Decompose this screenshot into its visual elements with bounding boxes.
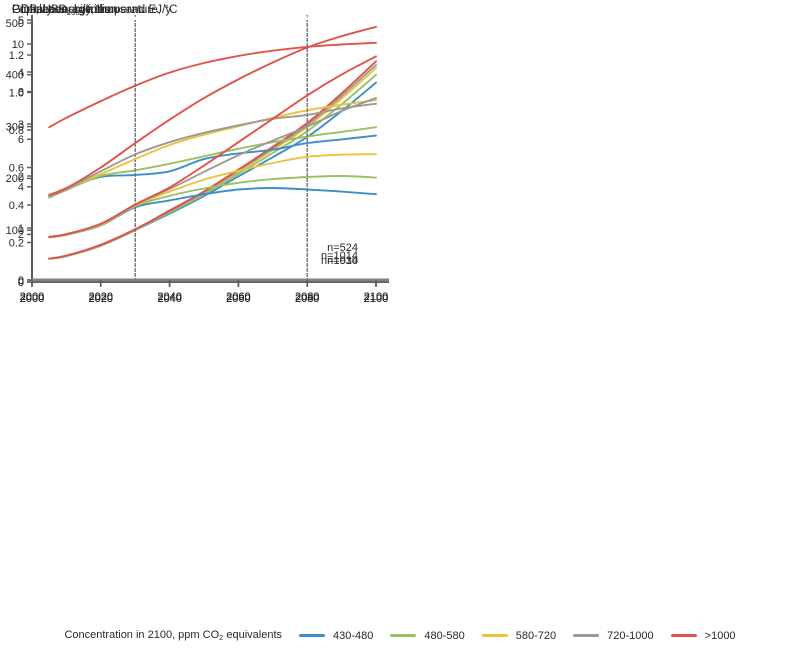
primary-energy-chart: Primary energy, thousand EJ/y 0 0.2 0.4 0.6… (0, 0, 400, 302)
svg-text:2040: 2040 (157, 291, 181, 302)
sample-count-badge: n=930 (327, 255, 358, 267)
svg-text:8: 8 (18, 86, 24, 98)
legend-item: 430-480 (299, 630, 373, 642)
svg-text:2080: 2080 (295, 291, 319, 302)
legend-swatch-gray (573, 634, 600, 637)
title-text: trillion (83, 4, 118, 16)
svg-text:2: 2 (18, 229, 24, 241)
svg-text:2040: 2040 (157, 291, 181, 302)
legend-item: 580-720 (481, 629, 557, 642)
legend-item: 720-1000 (573, 630, 654, 642)
sample-count-badge: n=1014 (320, 250, 358, 262)
svg-text:2000: 2000 (20, 293, 44, 305)
legend-title-subscript: 2 (219, 633, 224, 642)
svg-text:2020: 2020 (89, 293, 113, 305)
legend-swatch-yellow (481, 634, 508, 637)
svg-text:400: 400 (6, 70, 24, 82)
title-text: GDP, USD (12, 4, 67, 16)
title-text: Global average temperature, °C (12, 4, 178, 16)
sample-count-badge: n=524 (327, 242, 358, 254)
svg-text:6: 6 (18, 134, 24, 146)
svg-text:0: 0 (18, 275, 24, 287)
svg-text:2060: 2060 (226, 293, 250, 305)
gdp-chart: GDP, USD2005 trillion 0 100 200 300 400 500 20… (0, 0, 400, 320)
svg-text:0.6: 0.6 (9, 162, 24, 174)
chart-title: Global average temperature, °C (12, 4, 178, 17)
sample-count-badge: n=1014 (320, 255, 358, 267)
legend-title-text: Concentration in 2100, ppm CO (64, 629, 220, 641)
svg-text:2020: 2020 (89, 293, 113, 305)
svg-text:10: 10 (12, 39, 24, 51)
svg-text:0.8: 0.8 (9, 125, 24, 137)
svg-text:2060: 2060 (226, 291, 250, 302)
svg-text:5: 5 (18, 15, 24, 27)
svg-text:2100: 2100 (364, 293, 388, 305)
svg-text:2: 2 (18, 171, 24, 183)
svg-text:0.2: 0.2 (9, 237, 24, 249)
svg-text:1.0: 1.0 (9, 87, 24, 99)
svg-text:2080: 2080 (295, 291, 319, 302)
legend-swatch-blue (299, 634, 326, 637)
title-subscript: 2005 (66, 8, 84, 17)
legend-item: 480-580 (390, 629, 465, 642)
legend-swatch-red (670, 634, 697, 637)
svg-text:4: 4 (18, 182, 24, 194)
chart-title: Population, billions (12, 4, 110, 17)
legend-swatch-green (390, 634, 417, 637)
legend-item: >1000 (670, 629, 736, 642)
svg-text:3: 3 (18, 119, 24, 131)
svg-text:0: 0 (18, 275, 24, 287)
svg-text:100: 100 (6, 225, 24, 237)
svg-text:300: 300 (6, 121, 24, 133)
legend: Concentration in 2100, ppm CO2 equivalen… (0, 629, 800, 642)
svg-text:2040: 2040 (157, 293, 181, 305)
legend-label: 430-480 (333, 629, 374, 642)
primary-energy-plot-canvas: 0 0.2 0.4 0.6 0.8 1.0 1.2 2000 2020 2040 2060 2080 2… (9, 20, 389, 302)
svg-text:0: 0 (18, 277, 24, 289)
legend-label: >1000 (704, 629, 736, 642)
svg-text:1: 1 (18, 223, 24, 235)
svg-text:2000: 2000 (20, 293, 44, 305)
svg-text:0: 0 (18, 277, 24, 289)
svg-text:2100: 2100 (364, 291, 388, 302)
title-text: Population, billions (12, 4, 110, 16)
gdp-plot-canvas: 0 100 200 300 400 500 2000 2020 2040 2060 2080 2100 (6, 18, 389, 305)
svg-text:2080: 2080 (295, 293, 319, 305)
svg-text:2020: 2020 (89, 291, 113, 302)
svg-text:2020: 2020 (89, 291, 113, 302)
svg-text:2080: 2080 (295, 293, 319, 305)
svg-text:2040: 2040 (157, 293, 181, 305)
title-text: Primary energy, thousand EJ/y (12, 4, 172, 16)
svg-text:0.4: 0.4 (9, 200, 24, 212)
svg-text:2060: 2060 (226, 293, 250, 305)
svg-text:2000: 2000 (20, 291, 44, 302)
legend-label: 720-1000 (607, 629, 654, 642)
legend-label: 480-580 (424, 629, 465, 642)
legend-label: 580-720 (515, 629, 557, 642)
svg-text:1.2: 1.2 (9, 50, 24, 62)
svg-text:200: 200 (6, 173, 24, 185)
svg-text:2000: 2000 (20, 291, 44, 302)
svg-text:4: 4 (18, 67, 24, 79)
temperature-chart: Global average temperature, °C 0 1 2 3 4 5 200… (0, 0, 400, 302)
chart-title: GDP, USD2005 trillion (12, 4, 118, 17)
svg-text:2060: 2060 (226, 291, 250, 302)
svg-text:2100: 2100 (364, 291, 388, 302)
svg-text:500: 500 (6, 18, 24, 30)
chart-title: Primary energy, thousand EJ/y (12, 4, 171, 17)
svg-text:2100: 2100 (364, 293, 388, 305)
legend-title-text: equivalents (223, 629, 283, 641)
legend-title: Concentration in 2100, ppm CO2 equivalen… (64, 629, 282, 642)
